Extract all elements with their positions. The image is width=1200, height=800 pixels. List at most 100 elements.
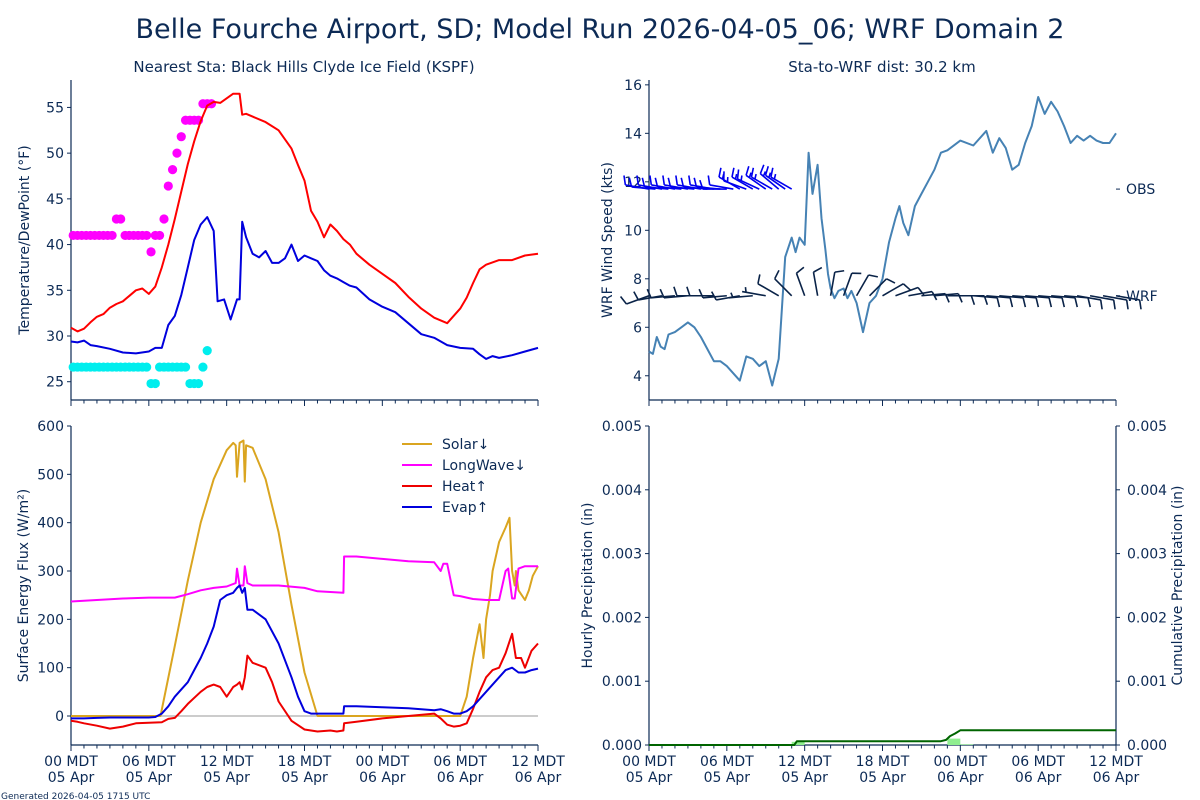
barb-feather bbox=[641, 177, 646, 188]
barb-feather bbox=[680, 177, 685, 188]
barb-feather bbox=[795, 266, 805, 274]
barb-feather bbox=[636, 175, 640, 186]
barb-feather bbox=[673, 286, 678, 297]
y-tick-label: 500 bbox=[37, 467, 64, 483]
obs-wind-barb bbox=[770, 167, 793, 190]
x-tick-label: 12 MDT bbox=[778, 754, 832, 770]
barb-staff bbox=[757, 283, 780, 297]
barb-staff bbox=[934, 292, 959, 297]
wrf-wind-barb bbox=[986, 294, 1014, 308]
obs-temperature-point bbox=[176, 132, 186, 142]
y-tick-label: 50 bbox=[46, 146, 64, 162]
x-tick-label: 18 MDT bbox=[278, 754, 332, 770]
wrf-wind-barb bbox=[855, 274, 879, 297]
obs-temperature-point bbox=[167, 165, 178, 175]
x-tick-label: 00 MDT bbox=[933, 754, 987, 770]
barb-feather bbox=[649, 175, 653, 186]
barb-feather bbox=[633, 291, 640, 301]
cumulative-precip-line bbox=[649, 729, 1116, 746]
x-tick-label: 12 MDT bbox=[1089, 754, 1143, 770]
y-tick-label: 4 bbox=[633, 369, 642, 385]
barb-staff bbox=[855, 274, 870, 297]
barb-feather bbox=[688, 175, 692, 186]
legend-label: Evap↑ bbox=[442, 500, 488, 516]
barb-staff bbox=[868, 278, 888, 297]
panel-precipitation: 0.000 0.000 0.001 0.001 0.002 0.002 0.003 0.003… bbox=[580, 419, 1186, 786]
x-tick-label: 12 MDT bbox=[511, 754, 565, 770]
barb-feather bbox=[757, 274, 761, 284]
y-axis-right-label: Cumulative Precipitation (in) bbox=[1170, 486, 1186, 686]
y-axis-label: WRF Wind Speed (kts) bbox=[600, 162, 616, 318]
barb-feather bbox=[1112, 299, 1116, 310]
x-tick-label: 06 MDT bbox=[1011, 754, 1065, 770]
obs-temperature-point bbox=[172, 148, 182, 158]
obs-wind-barb bbox=[707, 175, 734, 190]
y-tick-label: 0.005 bbox=[602, 419, 642, 435]
x-tick-label: 06 MDT bbox=[433, 754, 487, 770]
barb-feather bbox=[710, 291, 717, 301]
wrf-wind-speed-line bbox=[648, 96, 1117, 387]
x-tick-label-date: 05 Apr bbox=[859, 770, 906, 786]
barb-half-feather bbox=[744, 287, 747, 293]
x-tick-label-date: 05 Apr bbox=[48, 770, 95, 786]
solar-line bbox=[71, 439, 539, 717]
x-tick-label-date: 05 Apr bbox=[781, 770, 828, 786]
barb-staff bbox=[908, 290, 933, 297]
hourly-precip-bar bbox=[960, 744, 974, 745]
y-axis-label: Temperature/DewPoint (°F) bbox=[17, 145, 33, 335]
barb-staff bbox=[795, 272, 806, 297]
wrf-wind-barb bbox=[1076, 294, 1103, 310]
wrf-wind-barb bbox=[973, 294, 1001, 308]
y-tick-label: 600 bbox=[37, 419, 64, 435]
y-tick-label: 0.001 bbox=[602, 674, 642, 690]
barb-staff bbox=[986, 294, 1011, 299]
barb-staff bbox=[1076, 294, 1101, 301]
panel-title-temperature: Nearest Sta: Black Hills Clyde Ice Field… bbox=[133, 58, 474, 76]
barb-feather bbox=[868, 274, 879, 278]
barb-staff bbox=[709, 184, 734, 190]
wrf-wind-barb bbox=[741, 287, 766, 297]
wrf-wind-barb bbox=[829, 269, 845, 296]
wrf-wind-barb bbox=[774, 269, 793, 297]
barb-feather bbox=[770, 167, 774, 178]
y-tick-label: 30 bbox=[46, 329, 64, 345]
y-tick-label: 14 bbox=[624, 126, 642, 142]
y-tick-label: 100 bbox=[37, 661, 64, 677]
y-tick-label: 45 bbox=[46, 192, 64, 208]
obs-dewpoint-point bbox=[202, 346, 212, 356]
barb-feather bbox=[736, 169, 740, 180]
wrf-wind-barb bbox=[842, 272, 862, 297]
barb-feather bbox=[693, 177, 698, 188]
barb-feather bbox=[1061, 297, 1066, 308]
barb-feather bbox=[902, 283, 911, 291]
barb-feather bbox=[886, 278, 896, 284]
barb-feather bbox=[1087, 297, 1092, 308]
x-tick-label-date: 06 Apr bbox=[515, 770, 562, 786]
x-tick-label-date: 06 Apr bbox=[1093, 770, 1140, 786]
x-tick-label-date: 05 Apr bbox=[203, 770, 250, 786]
barb-staff bbox=[1025, 294, 1050, 299]
obs-dewpoint-point bbox=[142, 362, 152, 372]
wrf-wind-barb bbox=[757, 274, 780, 297]
y-right-tick-label: 0.005 bbox=[1127, 419, 1167, 435]
barb-feather bbox=[1035, 297, 1040, 308]
obs-wind-barb bbox=[641, 177, 669, 190]
legend-label: Solar↓ bbox=[442, 437, 489, 453]
barb-staff bbox=[895, 286, 919, 297]
barb-half-feather bbox=[773, 173, 777, 180]
wrf-wind-barb bbox=[795, 266, 806, 297]
wrf-wind-barb bbox=[1012, 294, 1040, 308]
panel-title-wind: Sta-to-WRF dist: 30.2 km bbox=[788, 58, 975, 76]
barb-half-feather bbox=[768, 172, 772, 178]
barb-staff bbox=[644, 186, 669, 190]
x-tick-label: 18 MDT bbox=[856, 754, 910, 770]
barb-feather bbox=[675, 175, 679, 186]
barb-feather bbox=[731, 167, 735, 178]
x-tick-label: 06 MDT bbox=[700, 754, 754, 770]
barb-staff bbox=[774, 278, 793, 297]
wrf-wind-barb bbox=[1102, 294, 1129, 310]
wrf-wind-barb bbox=[1051, 294, 1079, 308]
obs-dewpoint-point bbox=[180, 362, 191, 372]
